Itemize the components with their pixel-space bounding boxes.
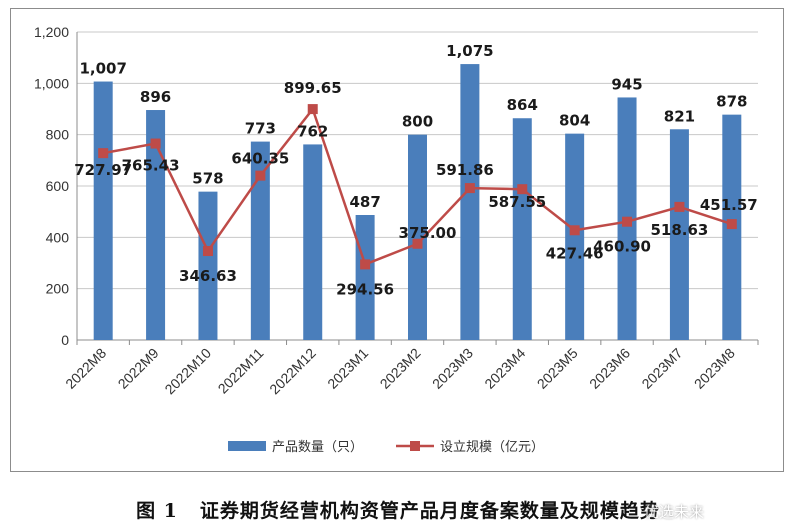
bar [198,191,218,340]
bar [512,118,532,341]
legend-swatch-bars [228,441,266,451]
x-tick-label: 2023M5 [534,345,581,392]
x-tick-label: 2022M8 [62,345,109,392]
figure-caption: 图 1 证券期货经营机构资管产品月度备案数量及规模趋势 [0,496,796,523]
line-marker [307,104,318,115]
legend-swatch-marker [410,441,420,451]
x-tick-label: 2022M9 [115,345,162,392]
y-tick-label: 400 [46,229,70,245]
bar-data-label: 487 [349,193,380,211]
line-data-label: 375.00 [399,224,457,242]
bar-data-label: 800 [402,113,433,131]
bar-data-label: 864 [507,96,538,114]
bar [146,110,166,340]
bar-data-label: 821 [664,107,695,125]
bar [303,144,323,340]
line-marker [569,225,580,236]
legend-label-line: 设立规模（亿元） [440,440,544,455]
y-tick-label: 1,200 [34,24,69,40]
line-data-label: 346.63 [179,267,237,285]
x-tick-label: 2023M7 [638,345,685,392]
x-tick-label: 2023M2 [377,345,424,392]
line-data-label: 587.55 [488,193,546,211]
y-tick-label: 1,000 [34,75,69,91]
figure-title: 证券期货经营机构资管产品月度备案数量及规模趋势 [199,500,660,522]
x-tick-label: 2022M10 [161,345,214,398]
line-marker [150,138,161,149]
bar-data-label: 878 [716,93,747,111]
line-marker [726,219,737,230]
bar [93,81,113,340]
line-marker [202,246,213,257]
line-data-label: 427.46 [546,244,604,262]
line-data-label: 899.65 [284,79,342,97]
x-tick-label: 2023M4 [481,345,528,392]
y-tick-label: 200 [46,281,70,297]
line-marker [674,201,685,212]
x-tick-label: 2023M8 [691,345,738,392]
x-tick-label: 2023M1 [324,345,371,392]
figure-number: 图 1 [136,500,178,522]
line-data-label: 518.63 [650,221,708,239]
line-marker [98,148,109,159]
bar [669,129,689,340]
line-data-label: 640.35 [231,150,289,168]
line-data-label: 294.56 [336,280,394,298]
y-tick-label: 0 [61,332,69,348]
bar [355,215,375,340]
y-tick-label: 800 [46,127,70,143]
bar [408,134,427,340]
x-tick-label: 2022M12 [266,345,319,398]
bar-data-label: 578 [192,170,223,188]
x-tick-label: 2023M6 [586,345,633,392]
line-data-label: 460.90 [593,238,651,256]
bar-data-label: 762 [297,122,328,140]
bar [565,133,585,340]
chart-frame [10,8,784,472]
bar-data-label: 773 [245,120,276,138]
bar-data-label: 945 [611,75,642,93]
watermark: 优选未来 [643,503,704,521]
line-data-label: 727.97 [74,161,132,179]
line-data-label: 765.43 [122,157,180,175]
y-tick-label: 600 [46,178,70,194]
line-marker [255,170,266,181]
line-marker [412,238,423,249]
line-marker [517,184,528,195]
line-marker [360,259,371,270]
bar-data-label: 1,007 [79,60,126,78]
line-marker [464,183,475,194]
x-tick-label: 2022M11 [215,345,267,397]
bar-data-label: 1,075 [446,42,493,60]
bar [250,141,270,340]
line-data-label: 451.57 [700,196,758,214]
x-tick-label: 2023M3 [429,345,476,392]
line-marker [622,216,633,227]
bar [460,64,480,340]
line-data-label: 591.86 [436,161,494,179]
bar-data-label: 896 [140,88,171,106]
legend-label-bars: 产品数量（只） [272,440,363,455]
bar-data-label: 804 [559,112,590,130]
